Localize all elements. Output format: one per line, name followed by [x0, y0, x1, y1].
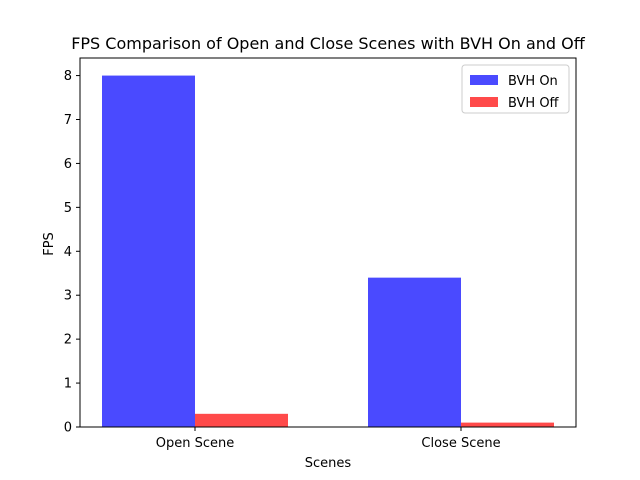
- y-tick-label: 7: [64, 113, 72, 128]
- y-tick-label: 3: [64, 289, 72, 304]
- legend-label: BVH Off: [508, 96, 560, 111]
- y-tick-label: 8: [64, 69, 72, 84]
- y-axis-label: FPS: [42, 232, 57, 256]
- legend-swatch: [470, 75, 498, 85]
- y-tick-label: 5: [64, 201, 72, 216]
- plot-frame: [79, 57, 577, 428]
- bar-bvh-off-close-scene: [461, 422, 554, 427]
- legend: BVH On BVH Off: [461, 64, 570, 114]
- y-tick-label: 4: [64, 245, 72, 260]
- legend-label: BVH On: [508, 74, 558, 89]
- y-tick-label: 0: [64, 421, 72, 436]
- x-axis: Open Scene Close Scene: [156, 427, 501, 451]
- y-tick-label: 6: [64, 157, 72, 172]
- x-axis-label: Scenes: [305, 456, 352, 471]
- y-axis: 0 1 2 3 4 5 6 7 8: [64, 69, 80, 436]
- x-tick-label: Close Scene: [421, 436, 500, 451]
- bar-bvh-on-close-scene: [368, 277, 461, 427]
- x-tick-label: Open Scene: [156, 436, 235, 451]
- y-tick-label: 2: [64, 333, 72, 348]
- chart-title: FPS Comparison of Open and Close Scenes …: [71, 34, 586, 53]
- bar-bvh-off-open-scene: [195, 413, 288, 427]
- plot-area: [79, 57, 577, 428]
- legend-swatch: [470, 97, 498, 107]
- bar-bvh-on-open-scene: [102, 75, 195, 428]
- y-tick-label: 1: [64, 377, 72, 392]
